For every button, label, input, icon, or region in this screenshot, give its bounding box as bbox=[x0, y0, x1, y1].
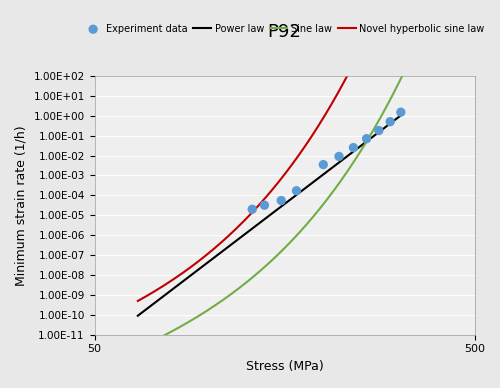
Novel hyperbolic sine law bbox=[135, 299, 141, 303]
Novel hyperbolic sine law bbox=[378, 2, 384, 7]
Legend: Experiment data, Power law, Sine law, Novel hyperbolic sine law: Experiment data, Power law, Sine law, No… bbox=[84, 24, 484, 34]
Power law bbox=[388, 121, 394, 126]
Experiment data bbox=[375, 127, 383, 133]
Power law bbox=[135, 314, 141, 318]
Experiment data bbox=[248, 206, 256, 212]
Sine law bbox=[137, 345, 143, 350]
Sine law bbox=[335, 182, 341, 187]
Novel hyperbolic sine law bbox=[335, 90, 341, 95]
Power law bbox=[339, 158, 345, 163]
Power law bbox=[378, 128, 384, 133]
Novel hyperbolic sine law bbox=[339, 83, 345, 88]
Experiment data bbox=[277, 197, 285, 204]
Power law bbox=[335, 161, 341, 165]
Line: Novel hyperbolic sine law: Novel hyperbolic sine law bbox=[138, 0, 404, 301]
Novel hyperbolic sine law bbox=[336, 89, 342, 94]
Sine law bbox=[135, 346, 141, 351]
Line: Sine law: Sine law bbox=[138, 73, 404, 348]
X-axis label: Stress (MPa): Stress (MPa) bbox=[246, 360, 324, 373]
Sine law bbox=[336, 181, 342, 186]
Power law bbox=[336, 160, 342, 165]
Experiment data bbox=[386, 119, 394, 125]
Experiment data bbox=[292, 188, 300, 194]
Power law bbox=[137, 312, 143, 316]
Experiment data bbox=[335, 153, 343, 159]
Line: Power law: Power law bbox=[138, 113, 404, 316]
Title: P92: P92 bbox=[268, 23, 302, 41]
Experiment data bbox=[350, 144, 358, 151]
Sine law bbox=[378, 114, 384, 118]
Experiment data bbox=[397, 109, 405, 115]
Sine law bbox=[339, 177, 345, 181]
Experiment data bbox=[362, 135, 370, 142]
Experiment data bbox=[320, 161, 328, 168]
Sine law bbox=[388, 97, 394, 101]
Sine law bbox=[400, 71, 406, 76]
Experiment data bbox=[260, 202, 268, 208]
Y-axis label: Minimum strain rate (1/h): Minimum strain rate (1/h) bbox=[15, 125, 28, 286]
Novel hyperbolic sine law bbox=[137, 298, 143, 302]
Power law bbox=[400, 111, 406, 116]
